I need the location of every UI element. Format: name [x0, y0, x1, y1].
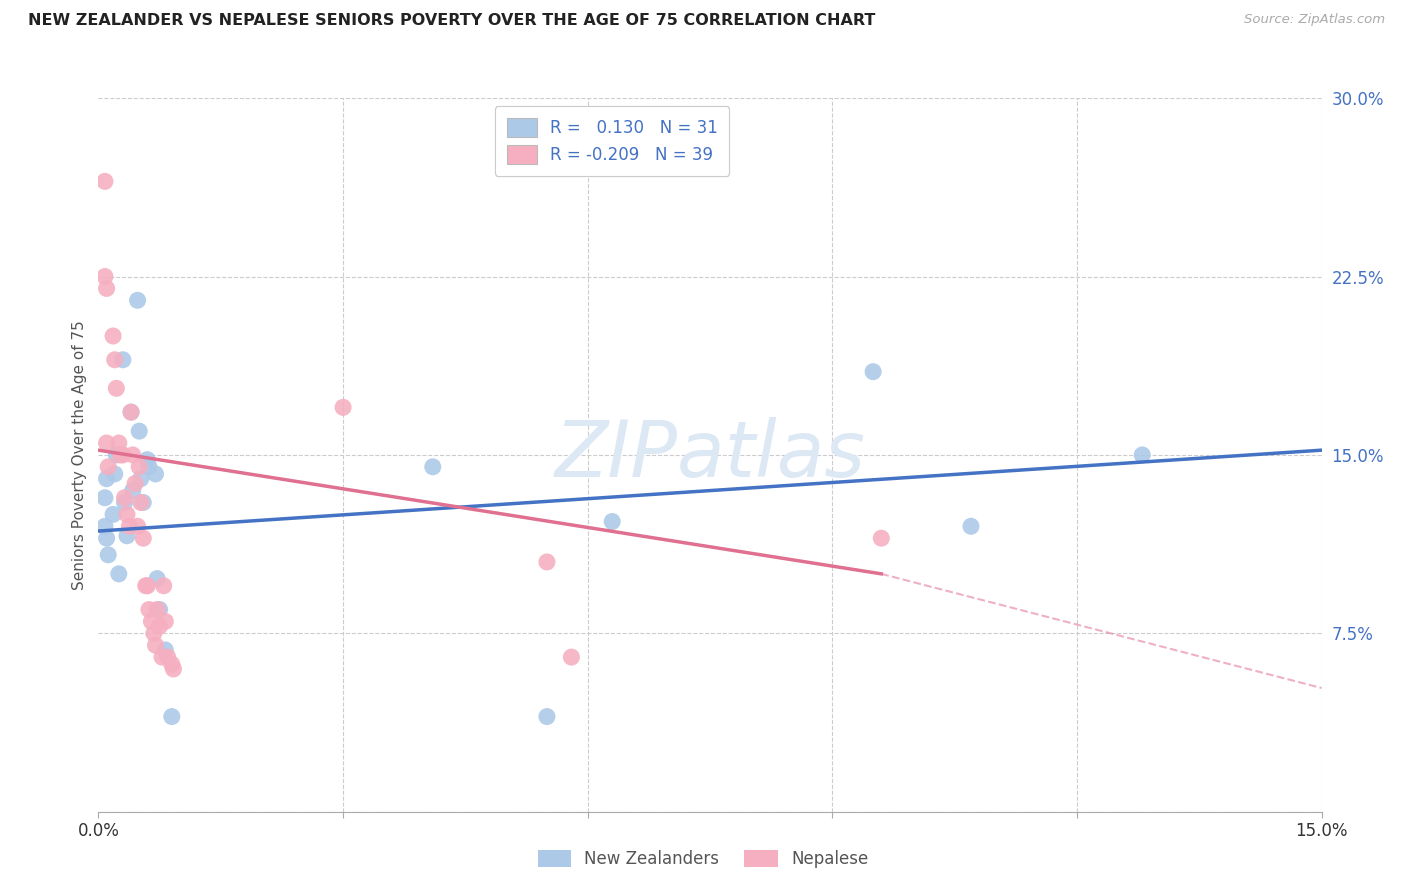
Point [127, 293, 149, 308]
Point [121, 483, 143, 498]
Point [105, 381, 128, 395]
Point [156, 650, 179, 665]
Point [132, 531, 155, 545]
Point [105, 448, 128, 462]
Point [120, 405, 142, 419]
Point [114, 495, 136, 509]
Point [132, 495, 155, 509]
Text: Source: ZipAtlas.com: Source: ZipAtlas.com [1244, 13, 1385, 27]
Point [128, 424, 150, 438]
Point [97, 459, 120, 474]
Point [862, 365, 884, 379]
Legend: R =   0.130   N = 31, R = -0.209   N = 39: R = 0.130 N = 31, R = -0.209 N = 39 [495, 106, 730, 176]
Point [120, 405, 142, 419]
Point [146, 572, 169, 586]
Point [150, 650, 173, 665]
Point [149, 602, 172, 616]
Point [114, 491, 136, 505]
Point [101, 508, 124, 522]
Point [121, 448, 143, 462]
Point [152, 579, 174, 593]
Point [536, 709, 558, 723]
Point [149, 619, 172, 633]
Point [155, 615, 177, 629]
Point [141, 615, 163, 629]
Point [108, 566, 131, 581]
Point [145, 638, 167, 652]
Point [94, 519, 117, 533]
Point [96, 436, 118, 450]
Point [104, 467, 127, 481]
Point [960, 519, 983, 533]
Point [108, 436, 131, 450]
Y-axis label: Seniors Poverty Over the Age of 75: Seniors Poverty Over the Age of 75 [72, 320, 87, 590]
Point [162, 662, 184, 676]
Text: ZIPatlas: ZIPatlas [554, 417, 866, 493]
Point [96, 472, 118, 486]
Point [155, 643, 177, 657]
Point [104, 352, 127, 367]
Point [110, 448, 132, 462]
Legend: New Zealanders, Nepalese: New Zealanders, Nepalese [531, 843, 875, 875]
Point [97, 548, 120, 562]
Point [142, 626, 165, 640]
Point [129, 472, 152, 486]
Text: NEW ZEALANDER VS NEPALESE SENIORS POVERTY OVER THE AGE OF 75 CORRELATION CHART: NEW ZEALANDER VS NEPALESE SENIORS POVERT… [28, 13, 876, 29]
Point [135, 579, 157, 593]
Point [124, 476, 146, 491]
Point [870, 531, 893, 545]
Point [94, 174, 117, 188]
Point [145, 467, 167, 481]
Point [101, 329, 124, 343]
Point [332, 401, 354, 415]
Point [560, 650, 582, 665]
Point [118, 519, 141, 533]
Point [146, 602, 169, 616]
Point [115, 508, 138, 522]
Point [129, 495, 152, 509]
Point [536, 555, 558, 569]
Point [96, 531, 118, 545]
Point [127, 519, 149, 533]
Point [160, 657, 183, 672]
Point [600, 515, 623, 529]
Point [138, 602, 160, 616]
Point [1130, 448, 1153, 462]
Point [111, 448, 134, 462]
Point [136, 452, 159, 467]
Point [94, 491, 117, 505]
Point [138, 459, 160, 474]
Point [128, 459, 150, 474]
Point [111, 352, 134, 367]
Point [96, 281, 118, 295]
Point [115, 529, 138, 543]
Point [160, 709, 183, 723]
Point [136, 579, 159, 593]
Point [94, 269, 117, 284]
Point [422, 459, 444, 474]
